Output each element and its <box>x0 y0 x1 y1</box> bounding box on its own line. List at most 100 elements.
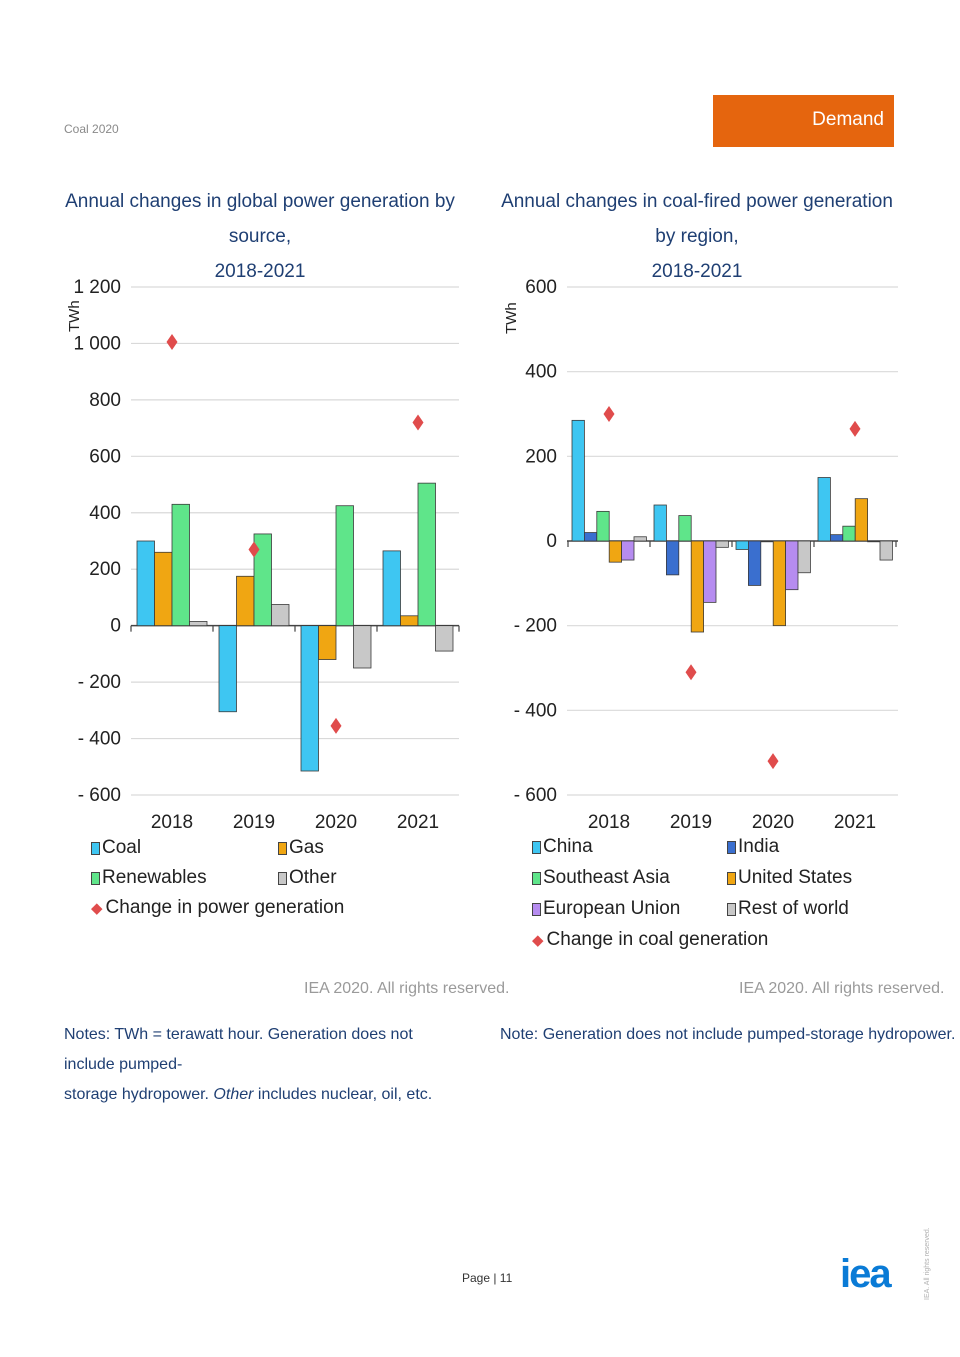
y-tick-label: 1 000 <box>73 333 121 354</box>
chart-2-title: Annual changes in coal-fired power gener… <box>497 184 897 289</box>
legend-item-other: Other <box>278 866 337 890</box>
legend-diamond-icon: ◆ <box>91 900 103 917</box>
legend-label-coal: Coal <box>102 837 142 858</box>
note-left-line-2-start: storage hydropower. <box>64 1086 214 1103</box>
y-tick-label: - 200 <box>514 616 557 637</box>
x-category-label-2020: 2020 <box>315 812 357 833</box>
legend-item-change-power: ◆ Change in power generation <box>91 896 344 920</box>
marker-diamond-2021 <box>849 420 861 437</box>
legend-label-change-coal: Change in coal generation <box>546 929 769 950</box>
y-tick-label: 400 <box>525 362 557 383</box>
section-badge: Demand <box>713 95 894 147</box>
report-title: Coal 2020 <box>64 122 119 136</box>
bar-southeast-asia-2019 <box>678 515 692 542</box>
y-tick-label: 600 <box>89 446 121 467</box>
legend-swatch-southeast-asia <box>532 871 541 885</box>
y-tick-label: 0 <box>110 616 121 637</box>
bar-rest-of-world-2018 <box>633 536 647 542</box>
bar-india-2018 <box>584 532 598 542</box>
x-category-label-2019: 2019 <box>670 812 712 833</box>
legend-item-renewables: Renewables <box>91 866 207 890</box>
y-tick-label: - 400 <box>78 729 121 750</box>
bar-european-union-2018 <box>621 540 635 561</box>
bar-rest-of-world-2021 <box>879 540 893 561</box>
legend-diamond-icon: ◆ <box>532 932 544 949</box>
bar-coal-2020 <box>300 625 319 772</box>
bar-gas-2020 <box>318 625 337 660</box>
legend-label-india: India <box>738 836 780 857</box>
chart-2-title-line-1: Annual changes in coal-fired power gener… <box>501 191 893 247</box>
bar-european-union-2019 <box>703 540 717 603</box>
x-category-label-2019: 2019 <box>233 812 275 833</box>
bar-united-states-2018 <box>608 540 623 563</box>
note-left-italic: Other <box>213 1086 254 1103</box>
bar-european-union-2021 <box>867 540 881 543</box>
y-tick-label: 200 <box>89 559 121 580</box>
y-tick-label: - 400 <box>514 700 557 721</box>
x-category-label-2020: 2020 <box>752 812 794 833</box>
legend-swatch-china <box>532 840 541 854</box>
legend-item-rest-of-world: Rest of world <box>727 897 849 921</box>
y-tick-label: 600 <box>525 277 557 298</box>
marker-diamond-2021 <box>412 414 424 431</box>
legend-item-southeast-asia: Southeast Asia <box>532 866 670 890</box>
y-axis-label: TWh <box>66 300 83 332</box>
chart-2-coal-by-region: 600 400 200 0 - 200 - 400 - 600 TWh 2018 2019 2020… <box>503 277 898 833</box>
legend-label-rest-of-world: Rest of world <box>738 898 849 919</box>
bar-renewables-2020 <box>335 505 354 627</box>
bar-european-union-2020 <box>785 540 799 591</box>
legend-swatch-coal <box>91 841 100 855</box>
y-tick-label: - 200 <box>78 672 121 693</box>
legend-item-european-union: European Union <box>532 897 680 921</box>
marker-diamond-2020 <box>767 753 779 770</box>
legend-label-southeast-asia: Southeast Asia <box>543 867 670 888</box>
x-category-label-2021: 2021 <box>397 812 439 833</box>
credit-left: IEA 2020. All rights reserved. <box>304 980 510 997</box>
legend-label-china: China <box>543 836 593 857</box>
page-number: Page | 11 <box>462 1271 513 1285</box>
marker-diamond-2018 <box>166 334 178 351</box>
bar-china-2021 <box>817 477 831 542</box>
bar-india-2019 <box>666 540 680 576</box>
note-left-line-1: Notes: TWh = terawatt hour. Generation d… <box>64 1026 413 1073</box>
y-axis-label: TWh <box>503 302 520 334</box>
bar-renewables-2019 <box>253 533 272 627</box>
chart-1-title-line-1: Annual changes in global power generatio… <box>65 191 455 247</box>
bar-rest-of-world-2020 <box>797 540 811 574</box>
bar-other-2020 <box>353 625 372 669</box>
legend-swatch-european-union <box>532 902 541 916</box>
x-category-label-2018: 2018 <box>588 812 630 833</box>
legend-label-united-states: United States <box>738 867 853 888</box>
legend-swatch-united-states <box>727 871 736 885</box>
x-category-label-2018: 2018 <box>151 812 193 833</box>
y-tick-label: 0 <box>546 531 557 552</box>
credit-right: IEA 2020. All rights reserved. <box>739 980 945 997</box>
iea-logo: iea <box>840 1252 892 1296</box>
legend-item-change-coal: ◆ Change in coal generation <box>532 928 768 952</box>
bar-coal-2021 <box>382 550 401 627</box>
bar-southeast-asia-2020 <box>760 540 774 543</box>
y-tick-label: 200 <box>525 446 557 467</box>
bar-other-2019 <box>271 604 290 627</box>
marker-diamond-2019 <box>248 541 260 558</box>
note-left-line-2-end: includes nuclear, oil, etc. <box>253 1086 433 1103</box>
legend-item-india: India <box>727 835 779 859</box>
legend-swatch-other <box>278 871 287 885</box>
legend-item-china: China <box>532 835 593 859</box>
marker-diamond-2020 <box>330 717 342 734</box>
legend-label-european-union: European Union <box>543 898 681 919</box>
chart-2-title-line-2: 2018-2021 <box>651 261 743 282</box>
legend-swatch-rest-of-world <box>727 902 736 916</box>
y-tick-label: - 600 <box>514 785 557 806</box>
legend-label-change-power: Change in power generation <box>105 897 345 918</box>
note-left: Notes: TWh = terawatt hour. Generation d… <box>64 1020 464 1110</box>
note-left-line-2: storage hydropower. Other includes nucle… <box>64 1080 464 1110</box>
bar-china-2020 <box>735 540 749 550</box>
y-tick-label: - 600 <box>78 785 121 806</box>
bar-india-2020 <box>748 540 762 586</box>
bar-india-2021 <box>830 534 844 542</box>
bar-china-2018 <box>571 419 585 542</box>
chart-1-power-by-source: 1 200 1 000 800 600 400 200 0 - 200 - 400 - 600 TW… <box>66 277 460 833</box>
marker-diamond-2019 <box>685 664 697 681</box>
marker-diamond-2018 <box>603 406 615 422</box>
